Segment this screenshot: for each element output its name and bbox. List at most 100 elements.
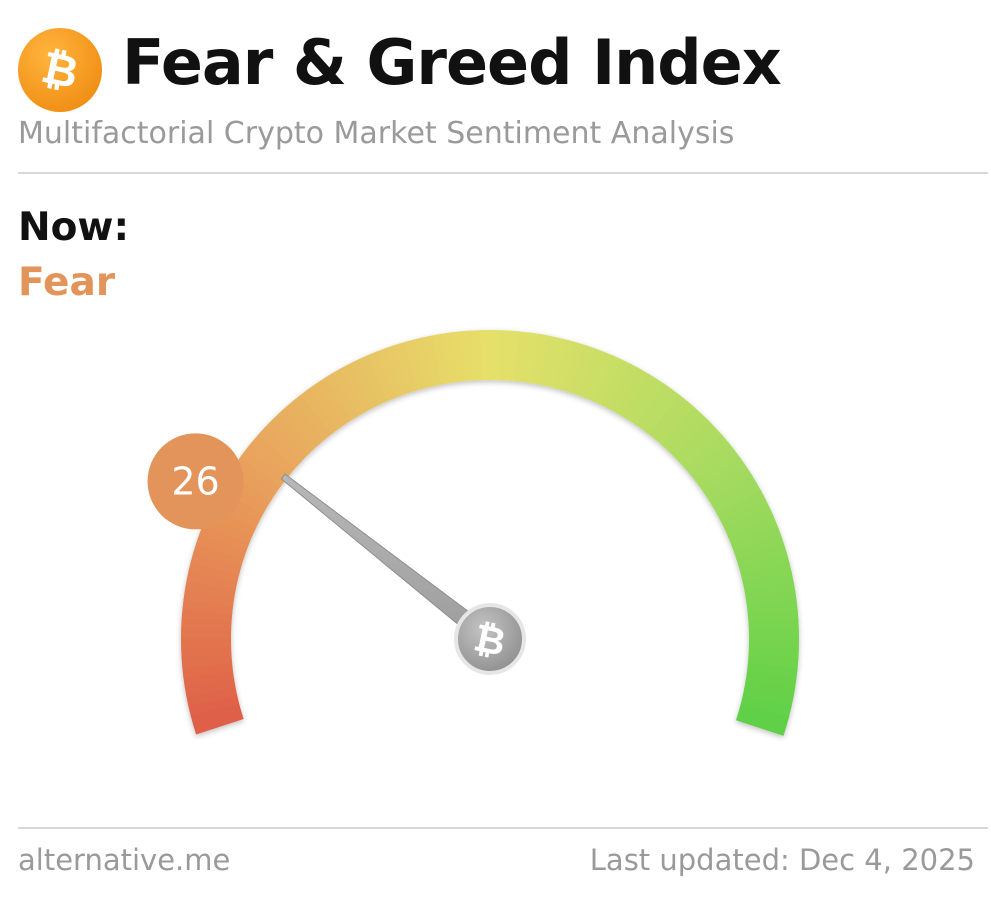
gauge-arc-segment [190, 702, 242, 726]
gauge-arc-segment [341, 363, 374, 413]
gauge-arc-segment [716, 490, 766, 523]
gauge-arc-segment [186, 570, 238, 591]
sentiment-classification: Fear [18, 260, 116, 305]
gauge-arc-segment [358, 354, 389, 405]
gauge-arc-segment [746, 663, 798, 680]
gauge-arc-segment [704, 465, 752, 502]
gauge-arc-segment [293, 393, 333, 440]
gauge-arc-segment [678, 427, 723, 469]
bitcoin-logo-icon: ₿ [18, 28, 102, 112]
source-link[interactable]: alternative.me [18, 843, 231, 877]
gauge-arc-segment [184, 678, 236, 697]
gauge-arc-segment [188, 694, 240, 716]
gauge-arc-segment [186, 686, 238, 707]
gauge-arc-segment [506, 330, 521, 382]
gauge-arc-segment [394, 341, 419, 393]
gauge-arc-segment [635, 383, 673, 431]
gauge-arc-segment [324, 372, 360, 421]
gauge-arc-segment [748, 619, 799, 633]
gauge-arc-segment [740, 695, 792, 718]
gauge-arc-segment [192, 710, 244, 735]
gauge-arc-segment [570, 345, 597, 396]
gauge-arc-segment [385, 344, 412, 396]
page-subtitle: Multifactorial Crypto Market Sentiment A… [18, 116, 735, 151]
gauge-arc-segment [285, 399, 326, 445]
gauge-value: 26 [171, 459, 219, 503]
gauge-arc-segment [745, 671, 797, 689]
gauge-arc-segment [738, 703, 790, 727]
gauge-arc-segment [480, 330, 492, 381]
gauge-arc-segment [196, 532, 247, 559]
gauge-arc-segment [522, 332, 540, 384]
gauge-arc-segment [735, 711, 787, 736]
gauge-arc-segment [181, 608, 233, 623]
gauge-arc-segment [738, 552, 790, 576]
gauge-arc-segment [720, 498, 771, 530]
gauge-arc-segment [181, 645, 232, 659]
gauge-arc-segment [684, 434, 730, 475]
gauge-arc-segment [530, 333, 550, 385]
gauge-arc-segment [607, 363, 641, 413]
gauge-arc-segment [441, 332, 459, 384]
gauge-arc-segment [514, 331, 531, 383]
gauge-arc-segment [403, 339, 427, 391]
gauge-arc-segment [742, 687, 794, 708]
gauge-arc-segment [600, 359, 632, 409]
gauge-arc-segment [562, 342, 587, 394]
page-title: Fear & Greed Index [122, 26, 782, 99]
gauge-arc-segment [181, 637, 232, 649]
gauge-arc-segment [422, 335, 443, 387]
gauge-arc-segment [744, 581, 796, 600]
gauge-arc-segment [300, 388, 339, 435]
gauge-arc-segment [708, 473, 757, 509]
gauge-arc-segment [245, 440, 292, 481]
gauge-scale-arc [181, 330, 799, 736]
gauge-arc-segment [234, 456, 282, 494]
gauge-arc-segment [740, 562, 792, 584]
gauge-arc-segment [193, 542, 245, 567]
gauge-arc-segment [642, 389, 681, 436]
gauge-arc-segment [712, 481, 762, 516]
gauge-arc-segment [264, 419, 308, 462]
header-divider [18, 172, 988, 174]
gauge-arc-segment [199, 523, 250, 552]
gauge-arc-segment [278, 406, 320, 451]
gauge-arc-segment [733, 534, 785, 561]
gauge-arc-segment [183, 670, 235, 688]
gauge-arc-segment [628, 378, 665, 426]
gauge-arc-segment [621, 373, 657, 421]
gauge-arc-segment [655, 400, 696, 446]
now-label: Now: [18, 205, 130, 250]
gauge-arc-segment [251, 433, 297, 474]
gauge-arc-segment [748, 639, 799, 651]
gauge-arc-segment [181, 627, 232, 639]
gauge-arc-segment [308, 382, 346, 430]
gauge-arc-segment [376, 347, 404, 399]
gauge-arc-segment [592, 355, 623, 406]
gauge-arc-segment [470, 330, 484, 381]
gauge-arc-segment [748, 629, 799, 641]
gauge-arc-segment [744, 679, 796, 699]
gauge-arc-segment [188, 560, 240, 583]
gauge-arc-segment [585, 351, 615, 402]
gauge-arc-segment [184, 579, 236, 599]
gauge-arc-segment [316, 377, 353, 425]
gauge-arc-segment [727, 516, 778, 545]
gauge-arc-segment [577, 348, 606, 399]
gauge-arc-segment [667, 413, 710, 457]
gauge-arc-segment [271, 412, 314, 456]
gauge-arc-segment [183, 589, 235, 607]
gauge-arc-segment [490, 330, 502, 381]
gauge-arc-segment [661, 407, 703, 452]
gauge-arc-segment [673, 420, 717, 463]
gauge-arc-segment [554, 339, 578, 391]
gauge-arc-segment [367, 351, 396, 402]
gauge-arc-segment [730, 525, 782, 553]
gauge-arc-segment [745, 590, 797, 608]
gauge-arc-segment [258, 426, 303, 468]
gauge-arc-segment [742, 571, 794, 592]
gauge-arc-segment [614, 368, 649, 417]
gauge-arc-segment [190, 551, 242, 575]
gauge-arc-segment [546, 337, 569, 389]
